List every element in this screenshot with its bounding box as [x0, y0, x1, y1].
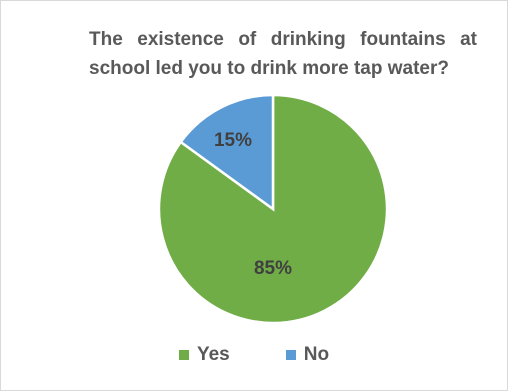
legend-swatch-yes [178, 350, 189, 360]
legend-item-no: No [285, 344, 330, 366]
legend-label-no: No [303, 344, 330, 365]
pie-slice-no [179, 93, 275, 212]
data-label-yes: 85% [254, 258, 292, 279]
chart-title: The existence of drinking fountains at s… [89, 29, 477, 79]
pie-slice-yes [157, 93, 389, 325]
data-label-no: 15% [214, 130, 252, 151]
legend-item-yes: Yes [178, 344, 230, 366]
chart-legend: Yes No [1, 344, 507, 366]
legend-label-yes: Yes [196, 344, 230, 365]
legend-swatch-no [285, 350, 296, 360]
